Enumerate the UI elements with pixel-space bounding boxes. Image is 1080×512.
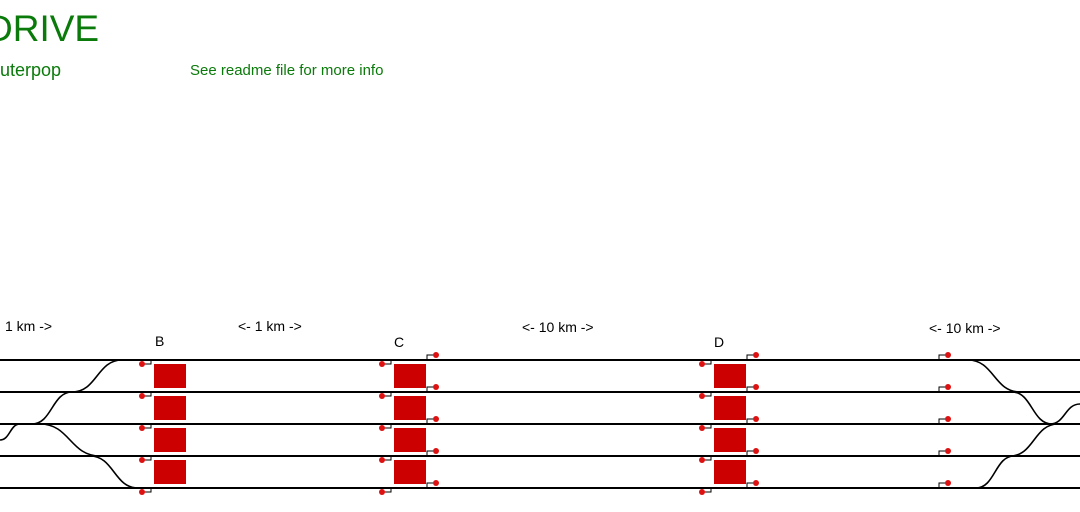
distance-label-1: 1 km ->	[5, 318, 52, 334]
signal-1-post	[145, 360, 152, 365]
signal-8-light	[379, 425, 385, 431]
crossovers-group	[0, 359, 1080, 489]
signal-19-light	[433, 448, 439, 454]
signal-3-light	[139, 425, 145, 431]
signal-13-light	[699, 425, 705, 431]
signal-10-light	[379, 489, 385, 495]
signal-28-light	[945, 416, 951, 422]
signal-16-post	[426, 354, 433, 359]
crossover-left-2	[31, 391, 73, 425]
signal-11-post	[705, 360, 712, 365]
platform-d-4	[714, 460, 746, 484]
signal-13-post	[705, 424, 712, 429]
crossover-right-3	[1049, 403, 1080, 425]
signal-14-light	[699, 457, 705, 463]
signal-11-light	[699, 361, 705, 367]
signal-7-post	[385, 392, 392, 397]
signal-30-post	[938, 482, 945, 487]
crossover-right-2	[1011, 391, 1053, 425]
crossover-right-1	[967, 359, 1021, 393]
tracks-group	[0, 359, 1080, 489]
platform-c-1	[394, 364, 426, 388]
platform-c-4	[394, 460, 426, 484]
signal-2-post	[145, 392, 152, 397]
signal-20-post	[426, 482, 433, 487]
signal-1-light	[139, 361, 145, 367]
signal-16-light	[433, 352, 439, 358]
signal-28-post	[938, 418, 945, 423]
crossover-left-4	[39, 423, 101, 457]
signal-19-post	[426, 450, 433, 455]
station-label-b: B	[155, 333, 164, 349]
signal-14-post	[705, 456, 712, 461]
signal-7-light	[379, 393, 385, 399]
signal-21-light	[753, 352, 759, 358]
signal-5-light	[139, 489, 145, 495]
platform-b-3	[154, 428, 186, 452]
signal-5-post	[145, 488, 152, 493]
station-label-c: C	[394, 334, 404, 350]
signal-12-post	[705, 392, 712, 397]
signal-2-light	[139, 393, 145, 399]
crossover-left-1	[71, 359, 123, 393]
signal-12-light	[699, 393, 705, 399]
platform-d-1	[714, 364, 746, 388]
signal-17-post	[426, 386, 433, 391]
signal-26-light	[945, 352, 951, 358]
signal-15-light	[699, 489, 705, 495]
platform-b-1	[154, 364, 186, 388]
signal-8-post	[385, 424, 392, 429]
signal-4-post	[145, 456, 152, 461]
signal-23-light	[753, 416, 759, 422]
app-title: DRIVE	[0, 8, 100, 49]
platform-d-2	[714, 396, 746, 420]
readme-note: See readme file for more info	[190, 62, 384, 79]
signal-17-light	[433, 384, 439, 390]
app-subtitle: uterpop	[0, 60, 62, 80]
signal-10-post	[385, 488, 392, 493]
signal-6-post	[385, 360, 392, 365]
signal-29-post	[938, 450, 945, 455]
signal-9-light	[379, 457, 385, 463]
signals-group	[139, 352, 951, 495]
station-label-d: D	[714, 334, 724, 350]
crossover-left-5	[89, 455, 139, 489]
signal-23-post	[746, 418, 753, 423]
signal-21-post	[746, 354, 753, 359]
signal-6-light	[379, 361, 385, 367]
platforms-group	[154, 364, 746, 484]
distance-label-3: <- 10 km ->	[522, 319, 594, 335]
platform-d-3	[714, 428, 746, 452]
signal-30-light	[945, 480, 951, 486]
signal-3-post	[145, 424, 152, 429]
signal-24-light	[753, 448, 759, 454]
crossover-right-4	[1009, 423, 1059, 457]
signal-22-light	[753, 384, 759, 390]
signal-18-light	[433, 416, 439, 422]
signal-18-post	[426, 418, 433, 423]
signal-26-post	[938, 354, 945, 359]
distance-label-2: <- 1 km ->	[238, 318, 302, 334]
distance-label-4: <- 10 km ->	[929, 320, 1001, 336]
crossover-left-3	[0, 423, 21, 441]
platform-b-2	[154, 396, 186, 420]
signal-27-post	[938, 386, 945, 391]
signal-9-post	[385, 456, 392, 461]
signal-29-light	[945, 448, 951, 454]
signal-25-light	[753, 480, 759, 486]
signal-25-post	[746, 482, 753, 487]
crossover-right-5	[975, 455, 1015, 489]
signal-4-light	[139, 457, 145, 463]
signal-22-post	[746, 386, 753, 391]
platform-c-2	[394, 396, 426, 420]
signal-27-light	[945, 384, 951, 390]
signal-20-light	[433, 480, 439, 486]
signal-15-post	[705, 488, 712, 493]
platform-b-4	[154, 460, 186, 484]
signal-24-post	[746, 450, 753, 455]
platform-c-3	[394, 428, 426, 452]
